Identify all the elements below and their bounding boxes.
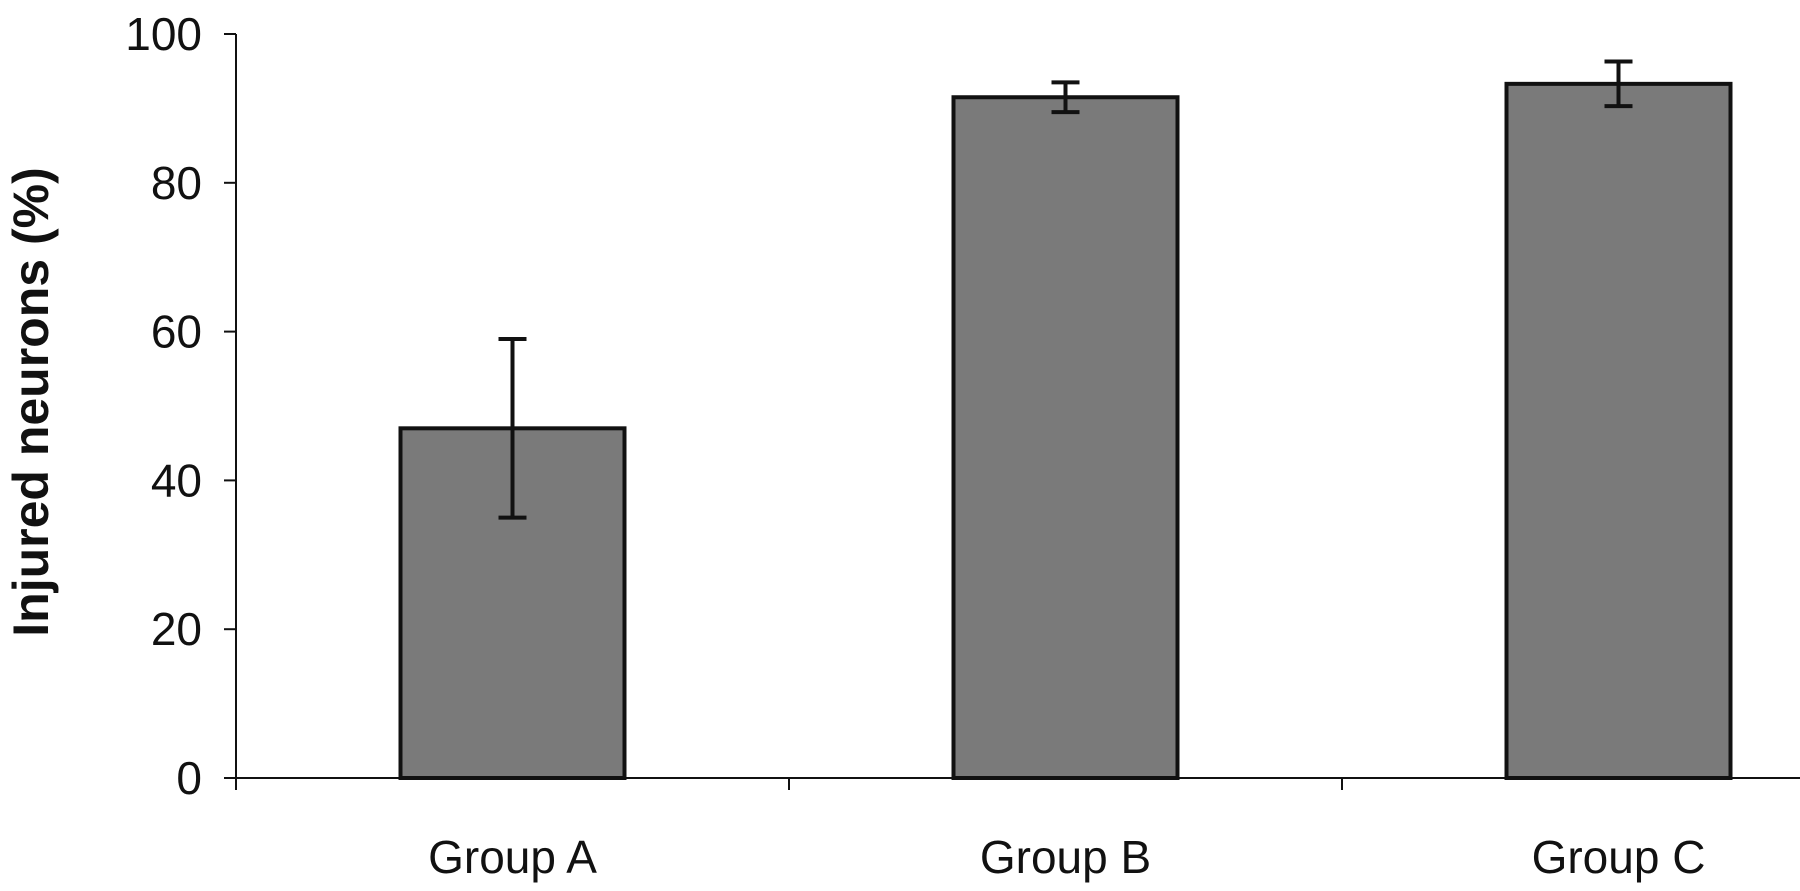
bar-group-b: [951, 95, 1180, 781]
x-axis: Group A Group B Group C: [235, 777, 1800, 883]
y-axis: 0 20 40 60 80 100: [125, 8, 237, 804]
x-tick-label: Group C: [1532, 831, 1706, 883]
y-tick-label: 100: [125, 8, 202, 60]
x-tick-label: Group A: [428, 831, 597, 883]
bar-group-c: [1504, 81, 1733, 780]
y-tick-label: 40: [151, 454, 202, 506]
bars: [398, 81, 1733, 781]
error-bars: [498, 59, 1633, 520]
y-tick-label: 20: [151, 603, 202, 655]
x-tick-label: Group B: [980, 831, 1151, 883]
y-tick-label: 0: [176, 752, 202, 804]
y-tick-label: 80: [151, 157, 202, 209]
y-axis-title: Injured neurons (%): [3, 167, 59, 636]
y-tick-label: 60: [151, 306, 202, 358]
